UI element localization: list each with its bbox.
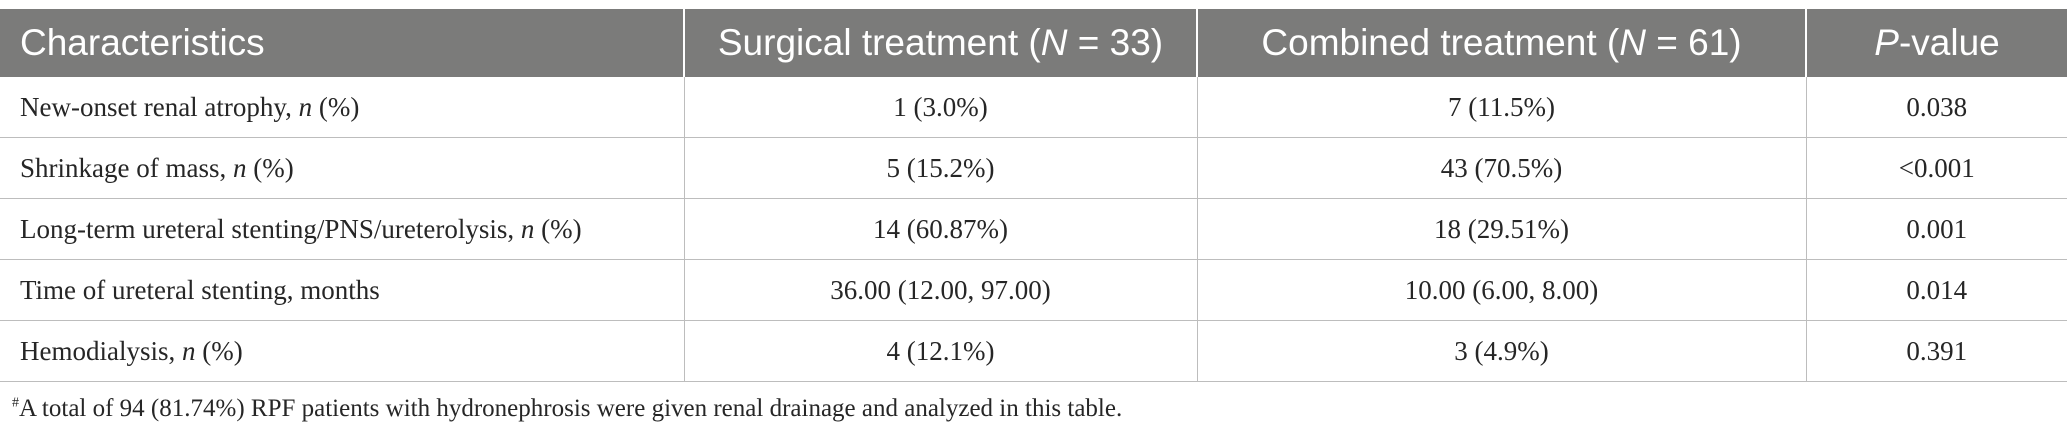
cell-p-value: 0.001 (1806, 198, 2067, 260)
header-p-value: P-value (1806, 9, 2067, 77)
cell-combined: 18 (29.51%) (1197, 198, 1807, 260)
cell-surgical: 4 (12.1%) (684, 320, 1198, 382)
cell-p-value: 0.014 (1806, 259, 2067, 321)
results-table-container: Characteristics Surgical treatment (N = … (0, 9, 2067, 382)
cell-p-value: 0.391 (1806, 320, 2067, 382)
cell-p-value: <0.001 (1806, 137, 2067, 199)
footnote-marker: # (12, 395, 19, 411)
results-table: Characteristics Surgical treatment (N = … (0, 9, 2067, 382)
table-row: Long-term ureteral stenting/PNS/ureterol… (0, 198, 2067, 260)
row-label: Long-term ureteral stenting/PNS/ureterol… (0, 198, 685, 260)
table-footnote: #A total of 94 (81.74%) RPF patients wit… (12, 395, 1122, 423)
row-label: New-onset renal atrophy, n (%) (0, 77, 685, 138)
header-combined-treatment: Combined treatment (N = 61) (1197, 9, 1807, 77)
cell-combined: 10.00 (6.00, 8.00) (1197, 259, 1807, 321)
cell-p-value: 0.038 (1806, 77, 2067, 138)
cell-surgical: 1 (3.0%) (684, 77, 1198, 138)
row-label: Hemodialysis, n (%) (0, 320, 685, 382)
table-row: Shrinkage of mass, n (%) 5 (15.2%) 43 (7… (0, 137, 2067, 199)
table-row: Time of ureteral stenting, months 36.00 … (0, 259, 2067, 321)
header-characteristics: Characteristics (0, 9, 685, 77)
table-header: Characteristics Surgical treatment (N = … (0, 9, 2067, 77)
table-row: New-onset renal atrophy, n (%) 1 (3.0%) … (0, 77, 2067, 138)
table-body: New-onset renal atrophy, n (%) 1 (3.0%) … (0, 77, 2067, 382)
cell-surgical: 36.00 (12.00, 97.00) (684, 259, 1198, 321)
row-label: Time of ureteral stenting, months (0, 259, 685, 321)
header-row: Characteristics Surgical treatment (N = … (0, 9, 2067, 77)
table-row: Hemodialysis, n (%) 4 (12.1%) 3 (4.9%) 0… (0, 320, 2067, 382)
cell-surgical: 14 (60.87%) (684, 198, 1198, 260)
header-surgical-treatment: Surgical treatment (N = 33) (684, 9, 1198, 77)
cell-combined: 3 (4.9%) (1197, 320, 1807, 382)
footnote-text: A total of 94 (81.74%) RPF patients with… (19, 395, 1123, 422)
cell-surgical: 5 (15.2%) (684, 137, 1198, 199)
cell-combined: 43 (70.5%) (1197, 137, 1807, 199)
row-label: Shrinkage of mass, n (%) (0, 137, 685, 199)
cell-combined: 7 (11.5%) (1197, 77, 1807, 138)
